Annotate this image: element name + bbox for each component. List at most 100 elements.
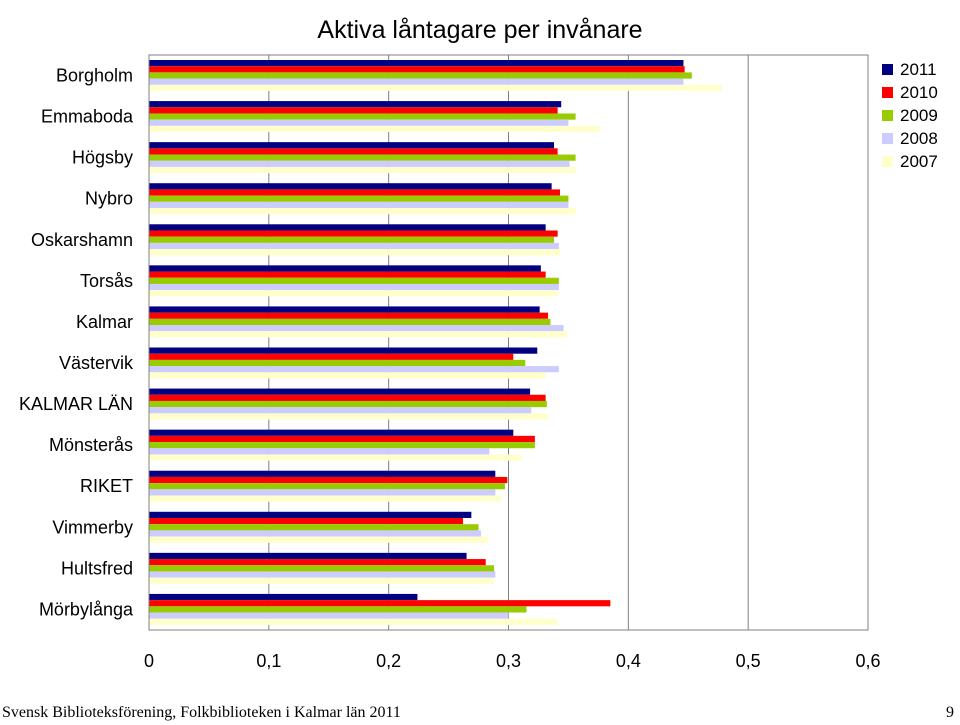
legend-label: 2007 [900, 152, 938, 171]
bar-2009-emmaboda [149, 113, 576, 120]
bar-2011-kalmar [149, 306, 540, 313]
bar-2009-borgholm [149, 72, 692, 79]
legend-swatch [882, 64, 893, 75]
bar-2010-mönsterås [149, 435, 535, 443]
bar-2009-vimmerby [149, 524, 479, 531]
bar-2009-torsås [149, 277, 559, 284]
bar-2007-mörbylånga [149, 618, 558, 625]
bar-2008-oskarshamn [149, 242, 559, 250]
bar-2008-vimmerby [149, 530, 481, 537]
x-tick-label: 0,4 [616, 651, 641, 671]
bar-2008-emmaboda [149, 119, 569, 126]
bar-2009-hultsfred [149, 565, 495, 572]
bar-2009-kalmar [149, 318, 551, 326]
bar-2008-kalmar-län [149, 407, 532, 414]
bar-2007-hultsfred [149, 577, 493, 584]
bar-2008-nybro [149, 201, 569, 209]
category-label: Kalmar [76, 312, 133, 332]
category-label: Mörbylånga [39, 599, 134, 619]
legend-swatch [882, 133, 893, 144]
legend-swatch [882, 87, 893, 98]
bar-2009-mönsterås [149, 442, 535, 449]
bar-2011-oskarshamn [149, 224, 546, 231]
bar-2011-torsås [149, 265, 541, 272]
bar-2010-emmaboda [149, 107, 558, 114]
bar-2007-kalmar [149, 331, 568, 338]
bar-2010-riket [149, 476, 508, 484]
legend-label: 2008 [900, 129, 938, 148]
bar-2011-västervik [149, 347, 538, 354]
bar-2010-kalmar-län [149, 394, 546, 401]
x-tick-labels: 0 0,1 0,2 0,3 0,4 0,5 0,6 [144, 651, 881, 671]
bar-2008-torsås [149, 283, 559, 291]
bar-2011-mönsterås [149, 429, 514, 436]
bar-2009-riket [149, 483, 505, 490]
bar-2010-högsby [149, 148, 558, 155]
bar-2008-riket [149, 489, 496, 496]
bar-2008-hultsfred [149, 571, 496, 578]
category-labels: Borgholm Emmaboda Högsby Nybro Oskarshamn Tor… [19, 66, 134, 620]
x-tick-label: 0,6 [855, 651, 880, 671]
bar-2009-västervik [149, 359, 526, 367]
bar-2007-vimmerby [149, 536, 489, 543]
x-tick-label: 0,5 [736, 651, 761, 671]
bar-2010-torsås [149, 271, 546, 278]
x-tick-label: 0,2 [376, 651, 401, 671]
bar-2007-borgholm [149, 84, 722, 91]
bar-2010-borgholm [149, 66, 685, 73]
bar-2007-nybro [149, 208, 576, 215]
category-label: KALMAR LÄN [19, 394, 133, 414]
bar-2010-oskarshamn [149, 230, 558, 237]
bar-2011-hultsfred [149, 552, 467, 560]
bars [149, 60, 722, 625]
bar-chart: Aktiva låntagare per invånare Borgholm Em… [19, 16, 938, 671]
legend-label: 2011 [900, 60, 937, 79]
bar-2009-mörbylånga [149, 606, 527, 613]
bar-2007-torsås [149, 290, 558, 297]
footer-source: Svensk Biblioteksförening, Folkbibliotek… [2, 704, 401, 721]
legend-label: 2009 [900, 106, 938, 125]
bar-2008-högsby [149, 160, 570, 167]
bar-2009-kalmar-län [149, 400, 547, 408]
bar-2011-högsby [149, 142, 555, 149]
bar-2007-högsby [149, 166, 576, 174]
legend-label: 2010 [900, 83, 938, 102]
x-tick-label: 0,3 [496, 651, 521, 671]
bar-2008-kalmar [149, 325, 564, 332]
category-label: Oskarshamn [31, 230, 133, 250]
bar-2011-emmaboda [149, 101, 562, 108]
bar-2011-nybro [149, 183, 552, 190]
grid-lines [268, 55, 749, 630]
footer-page-number: 9 [946, 704, 954, 721]
category-label: Hultsfred [61, 558, 133, 578]
plot-area-border [148, 54, 869, 631]
category-label: Västervik [59, 353, 134, 373]
legend: 2011 2010 2009 2008 2007 [882, 60, 938, 171]
bar-2011-mörbylånga [149, 593, 418, 601]
chart-title: Aktiva låntagare per invånare [317, 16, 642, 44]
category-label: Torsås [80, 271, 133, 291]
category-label: Mönsterås [49, 435, 133, 455]
bar-2011-riket [149, 470, 496, 477]
bar-2011-borgholm [149, 60, 684, 67]
bar-2009-högsby [149, 154, 576, 161]
legend-swatch [882, 156, 893, 167]
bar-2007-kalmar-län [149, 413, 549, 420]
bar-2009-oskarshamn [149, 236, 555, 243]
bar-2007-oskarshamn [149, 249, 561, 256]
category-label: Högsby [72, 148, 133, 168]
bar-2008-mönsterås [149, 448, 490, 455]
bar-2007-västervik [149, 372, 546, 379]
category-label: Borgholm [56, 66, 133, 86]
bar-2007-emmaboda [149, 125, 600, 133]
bar-2007-riket [149, 495, 502, 502]
bar-2010-nybro [149, 189, 561, 196]
bar-2010-mörbylånga [149, 600, 611, 607]
category-label: Emmaboda [41, 107, 134, 127]
category-label: Vimmerby [52, 517, 133, 537]
bar-2011-kalmar-län [149, 388, 531, 395]
category-label: RIKET [80, 476, 133, 496]
bar-2007-mönsterås [149, 454, 522, 461]
legend-swatch [882, 110, 893, 121]
bar-2011-vimmerby [149, 511, 472, 518]
